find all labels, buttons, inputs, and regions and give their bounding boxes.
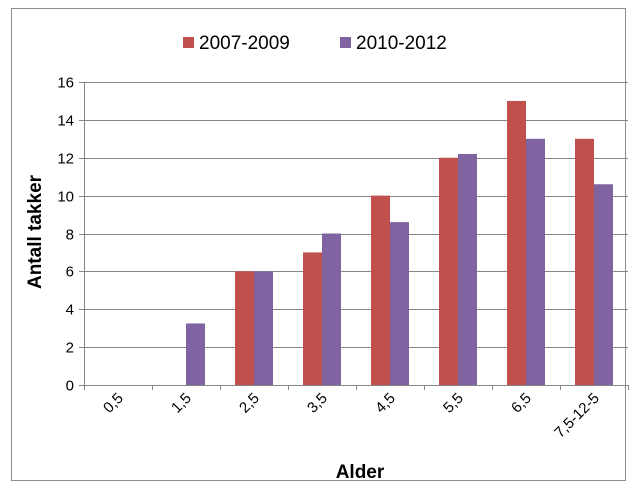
- y-tick-label: 4: [66, 302, 74, 319]
- x-tick-label: 3,5: [304, 390, 331, 417]
- x-tick-label: 7,5-12-5: [551, 390, 603, 442]
- bar: [390, 222, 409, 385]
- x-tick-label: 0,5: [100, 390, 127, 417]
- bar: [186, 323, 205, 385]
- x-tick-label: 6,5: [508, 390, 535, 417]
- y-tick-label: 2: [66, 340, 74, 357]
- y-tick-labels: 0 2 4 6 8 10 12 14 16: [57, 75, 74, 395]
- bar: [575, 138, 594, 385]
- y-tick-label: 14: [57, 113, 74, 130]
- bar: [371, 195, 390, 385]
- x-tick-label: 5,5: [440, 390, 467, 417]
- bar: [594, 184, 613, 385]
- bar: [322, 233, 341, 385]
- x-tick-label: 1,5: [168, 390, 195, 417]
- bar: [458, 153, 477, 385]
- axes: [79, 82, 629, 390]
- bar: [235, 271, 254, 385]
- legend-label: 2007-2009: [199, 33, 290, 54]
- x-tick-label: 4,5: [372, 390, 399, 417]
- legend-swatch: [340, 37, 351, 48]
- bar: [526, 138, 545, 385]
- y-tick-label: 6: [66, 264, 74, 281]
- x-tick-label: 2,5: [236, 390, 263, 417]
- legend-label: 2010-2012: [356, 33, 447, 54]
- y-tick-label: 12: [57, 151, 74, 168]
- bar: [439, 157, 458, 385]
- y-tick-label: 10: [57, 189, 74, 206]
- y-tick-label: 0: [66, 378, 74, 395]
- x-axis-title: Alder: [336, 462, 385, 483]
- legend: 2007-2009 2010-2012: [183, 33, 447, 54]
- gridlines: [84, 82, 628, 348]
- bar: [254, 271, 273, 385]
- bars: [186, 100, 613, 385]
- x-tick-labels: 0,5 1,5 2,5 3,5 4,5 5,5 6,5 7,5-12-5: [100, 390, 603, 442]
- y-axis-title: Antall takker: [25, 174, 46, 289]
- bar: [507, 100, 526, 385]
- y-tick-label: 8: [66, 227, 74, 244]
- bar: [303, 252, 322, 385]
- legend-swatch: [183, 37, 194, 48]
- y-tick-label: 16: [57, 75, 74, 92]
